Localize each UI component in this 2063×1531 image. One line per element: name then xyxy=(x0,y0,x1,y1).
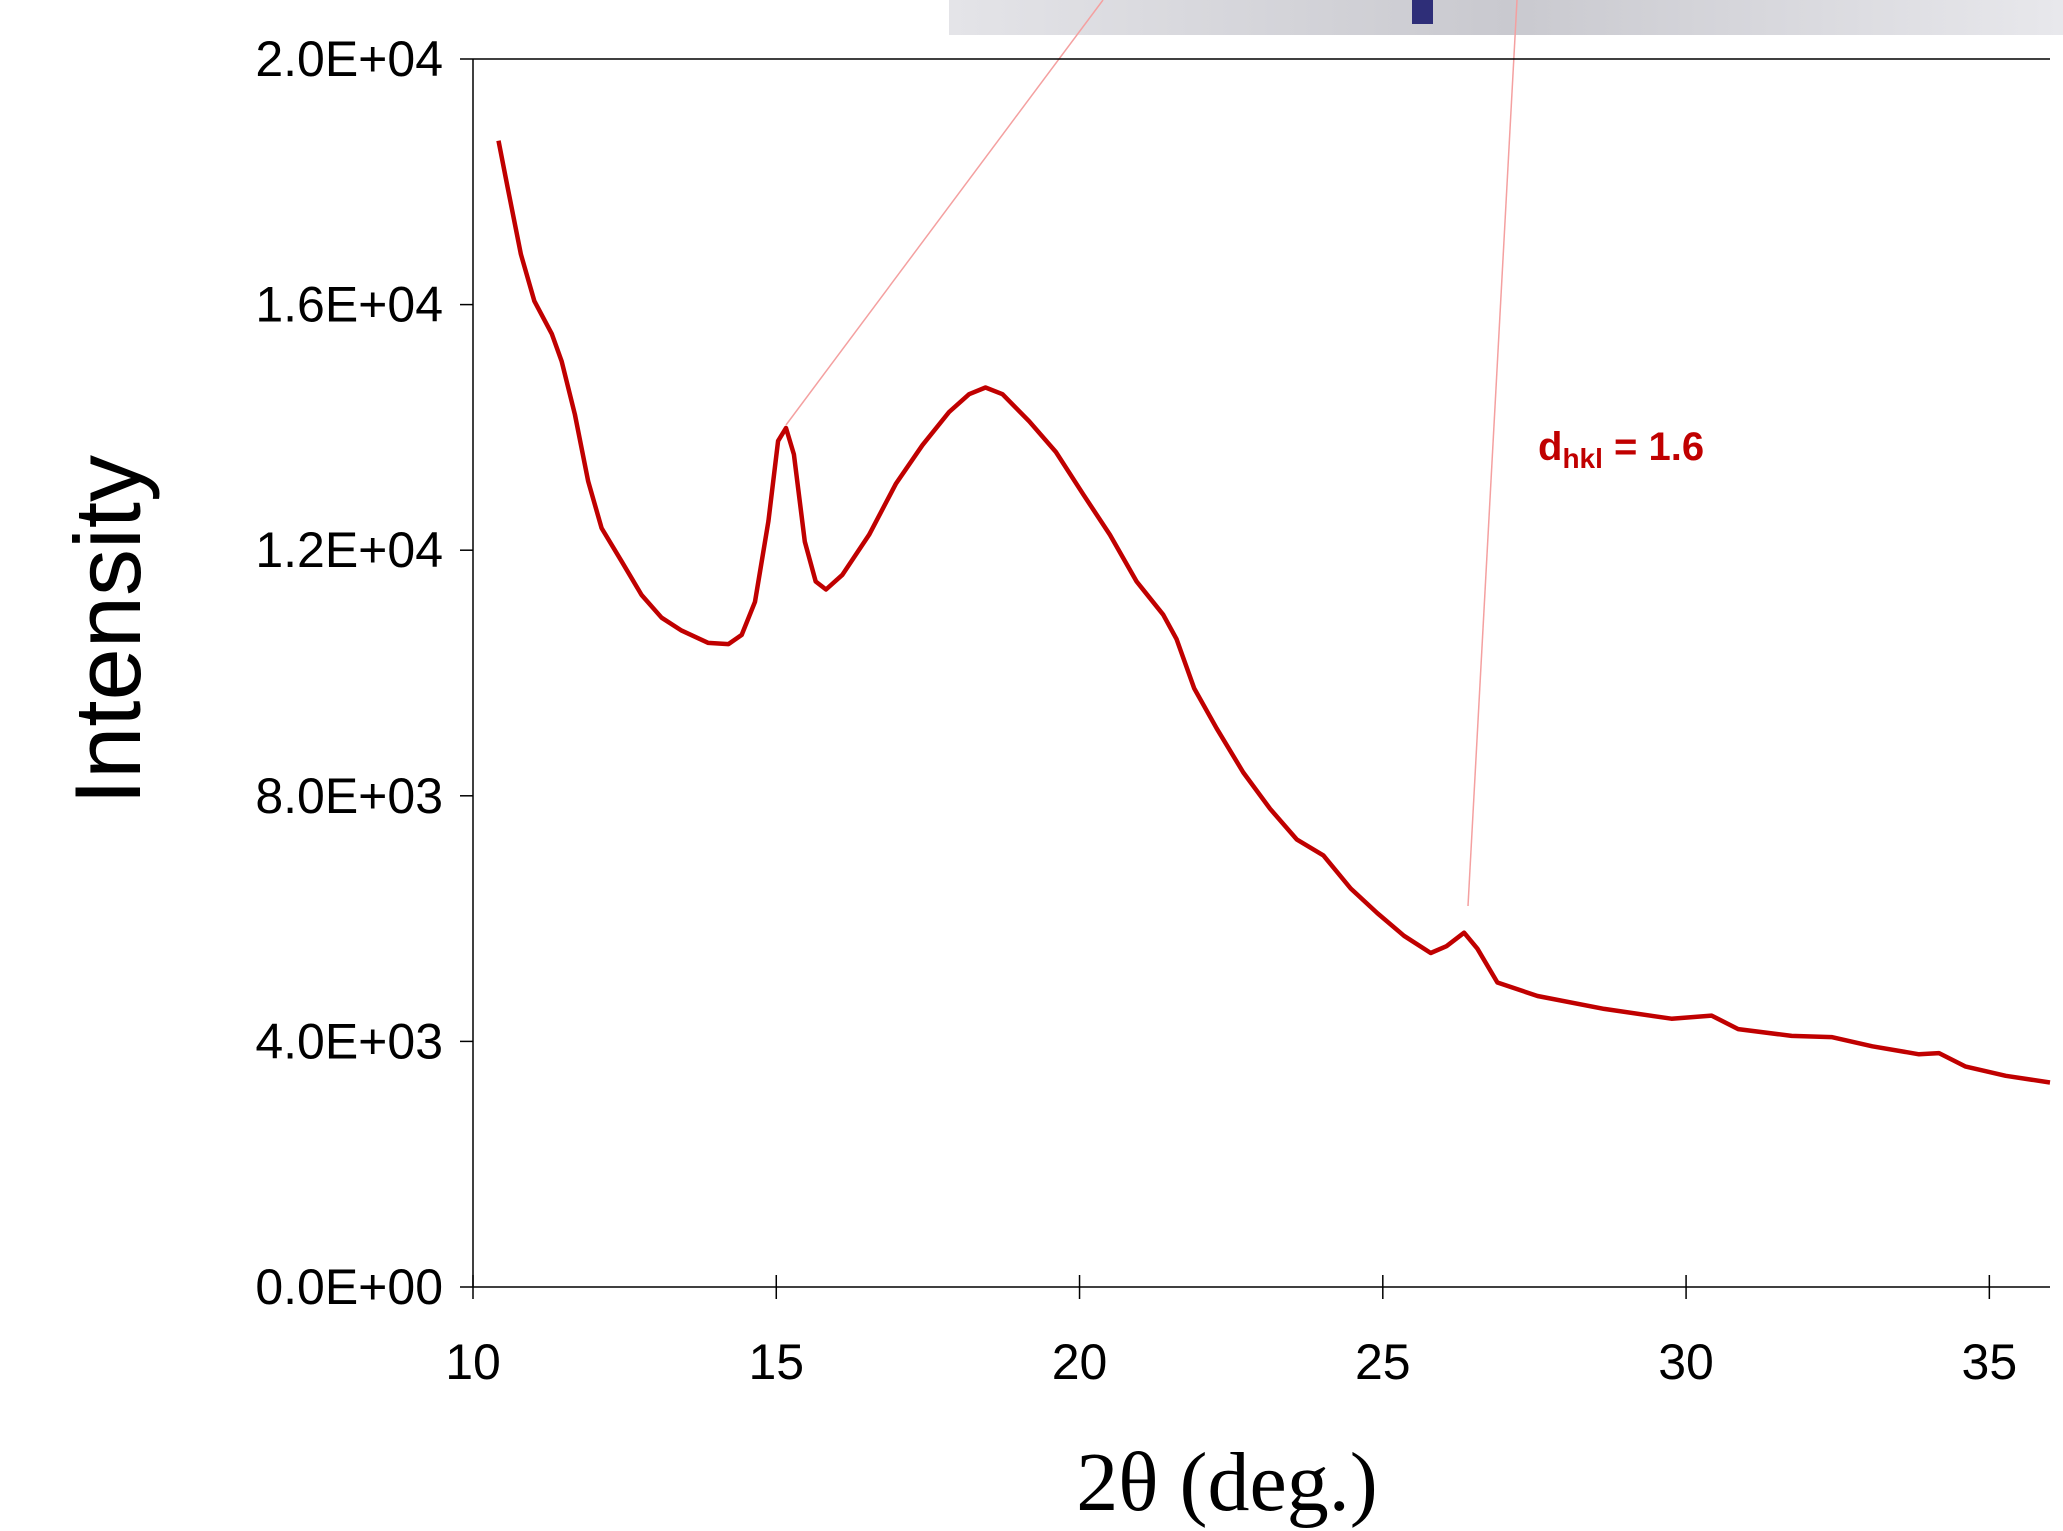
y-tick-label: 0.0E+00 xyxy=(255,1259,443,1315)
x-axis-title: 2θ (deg.) xyxy=(1076,1436,1377,1529)
annotation-main: d xyxy=(1538,425,1562,469)
x-tick-label: 35 xyxy=(1962,1334,2018,1390)
y-axis-title: Intensity xyxy=(55,455,160,805)
inset-marker xyxy=(1412,0,1433,24)
x-tick-label: 25 xyxy=(1355,1334,1411,1390)
x-tick-label: 20 xyxy=(1052,1334,1108,1390)
pointer-line xyxy=(1467,0,1518,907)
x-tick-label: 30 xyxy=(1658,1334,1714,1390)
x-tick-label: 10 xyxy=(445,1334,501,1390)
y-tick-label: 2.0E+04 xyxy=(255,31,443,87)
annotation: dhkl = 1.6 xyxy=(1538,425,1704,474)
y-tick-label: 8.0E+03 xyxy=(255,768,443,824)
data-line xyxy=(496,140,2051,1085)
x-tick-label: 15 xyxy=(748,1334,804,1390)
y-tick-label: 4.0E+03 xyxy=(255,1013,443,1069)
inset-image xyxy=(949,0,2063,35)
annotation-tail: = 1.6 xyxy=(1603,425,1704,469)
y-tick-label: 1.6E+04 xyxy=(255,277,443,333)
annotation-subscript: hkl xyxy=(1562,443,1602,474)
y-tick-label: 1.2E+04 xyxy=(255,522,443,578)
pointer-line xyxy=(785,0,1104,426)
